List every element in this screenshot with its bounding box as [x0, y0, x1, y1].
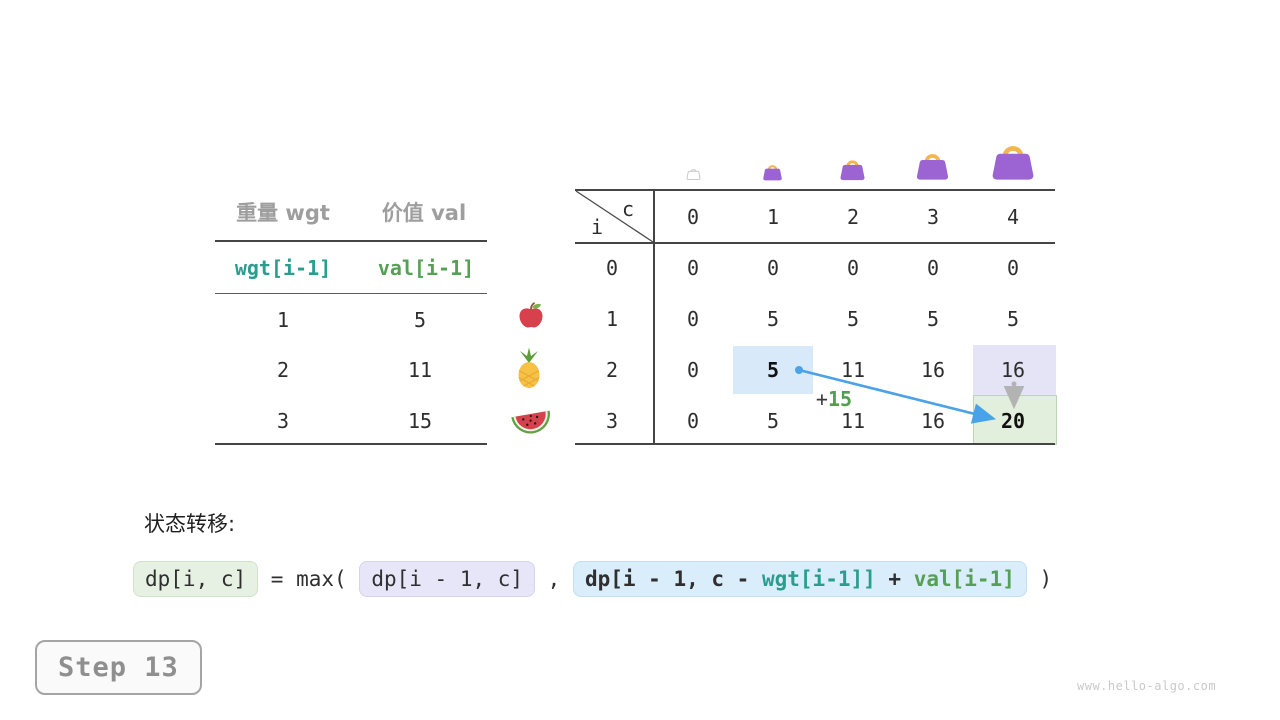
dp-cell-1-1: 5	[766, 307, 780, 331]
dp-col-header-0: 0	[686, 205, 700, 229]
watermark: www.hello-algo.com	[1077, 679, 1217, 693]
dp-cell-0-1: 0	[766, 256, 780, 280]
transition-add-annotation: +15	[816, 387, 852, 411]
dp-cell-3-0: 0	[686, 409, 700, 433]
item-row-0-wgt: 1	[276, 308, 290, 332]
dp-cell-2-3: 16	[920, 358, 946, 382]
formula-comma: ,	[535, 567, 573, 591]
add-value: 15	[827, 387, 853, 411]
dp-table-line-top	[575, 189, 1055, 191]
formula-equals-max: = max(	[258, 567, 360, 591]
items-table-line-top	[215, 240, 487, 242]
state-transition-heading: 状态转移:	[144, 512, 236, 536]
dp-cell-1-2: 5	[846, 307, 860, 331]
apple-icon	[519, 302, 543, 328]
take-term-plus: +	[875, 567, 914, 591]
corner-diagonal-line	[575, 190, 654, 243]
items-table-line-bottom	[215, 443, 487, 445]
dp-corner-col-var: c	[621, 197, 635, 221]
plus-sign: +	[815, 387, 828, 411]
take-term-val: val[i-1]	[913, 567, 1015, 591]
watermelon-icon	[511, 410, 550, 434]
bag-ghost-icon	[686, 169, 701, 180]
bag-icon	[916, 154, 949, 180]
items-col-header-weight: 重量 wgt	[236, 201, 330, 225]
item-row-0-val: 5	[413, 308, 427, 332]
dp-cell-3-4: 20	[1000, 409, 1026, 433]
dp-cell-0-2: 0	[846, 256, 860, 280]
take-term-wgt: wgt[i-1]]	[761, 567, 876, 591]
dp-cell-2-4: 16	[1000, 358, 1026, 382]
bag-icon	[763, 165, 782, 181]
item-row-2-wgt: 3	[276, 409, 290, 433]
take-term-prefix: dp[i - 1, c -	[584, 567, 762, 591]
formula-close-paren: )	[1026, 567, 1053, 591]
bag-icon	[840, 160, 865, 181]
dp-cell-1-4: 5	[1006, 307, 1020, 331]
formula-take-term: dp[i - 1, c - wgt[i-1]] + val[i-1]	[572, 561, 1027, 597]
dp-cell-2-1: 5	[766, 358, 780, 382]
dp-cell-0-0: 0	[686, 256, 700, 280]
items-index-val: val[i-1]	[377, 256, 475, 280]
dp-row-header-2: 2	[605, 358, 619, 382]
dp-row-header-1: 1	[605, 307, 619, 331]
pineapple-icon	[518, 347, 540, 388]
dp-cell-3-3: 16	[920, 409, 946, 433]
dp-table-line-header	[575, 242, 1055, 244]
bag-icon	[992, 146, 1034, 180]
dp-cell-2-0: 0	[686, 358, 700, 382]
items-index-wgt: wgt[i-1]	[234, 256, 332, 280]
dp-cell-1-0: 0	[686, 307, 700, 331]
step-badge: Step 13	[35, 640, 202, 695]
dp-table-line-vertical	[653, 189, 655, 445]
item-row-1-wgt: 2	[276, 358, 290, 382]
dp-cell-3-1: 5	[766, 409, 780, 433]
dp-col-header-1: 1	[766, 205, 780, 229]
item-row-2-val: 15	[407, 409, 433, 433]
formula-keep-term: dp[i - 1, c]	[359, 561, 536, 597]
items-col-header-value: 价值 val	[381, 201, 467, 225]
dp-row-header-3: 3	[605, 409, 619, 433]
dp-corner-row-var: i	[590, 215, 604, 239]
dp-cell-1-3: 5	[926, 307, 940, 331]
dp-cell-2-2: 11	[840, 358, 866, 382]
dp-col-header-2: 2	[846, 205, 860, 229]
state-transition-formula: dp[i, c] = max( dp[i - 1, c] , dp[i - 1,…	[133, 561, 1052, 597]
dp-cell-0-4: 0	[1006, 256, 1020, 280]
item-row-1-val: 11	[407, 358, 433, 382]
dp-col-header-3: 3	[926, 205, 940, 229]
dp-table-line-bottom	[575, 443, 1055, 445]
formula-result-term: dp[i, c]	[133, 561, 259, 597]
dp-cell-3-2: 11	[840, 409, 866, 433]
dp-cell-0-3: 0	[926, 256, 940, 280]
dp-row-header-0: 0	[605, 256, 619, 280]
items-table-line-mid	[215, 293, 487, 294]
dp-col-header-4: 4	[1006, 205, 1020, 229]
